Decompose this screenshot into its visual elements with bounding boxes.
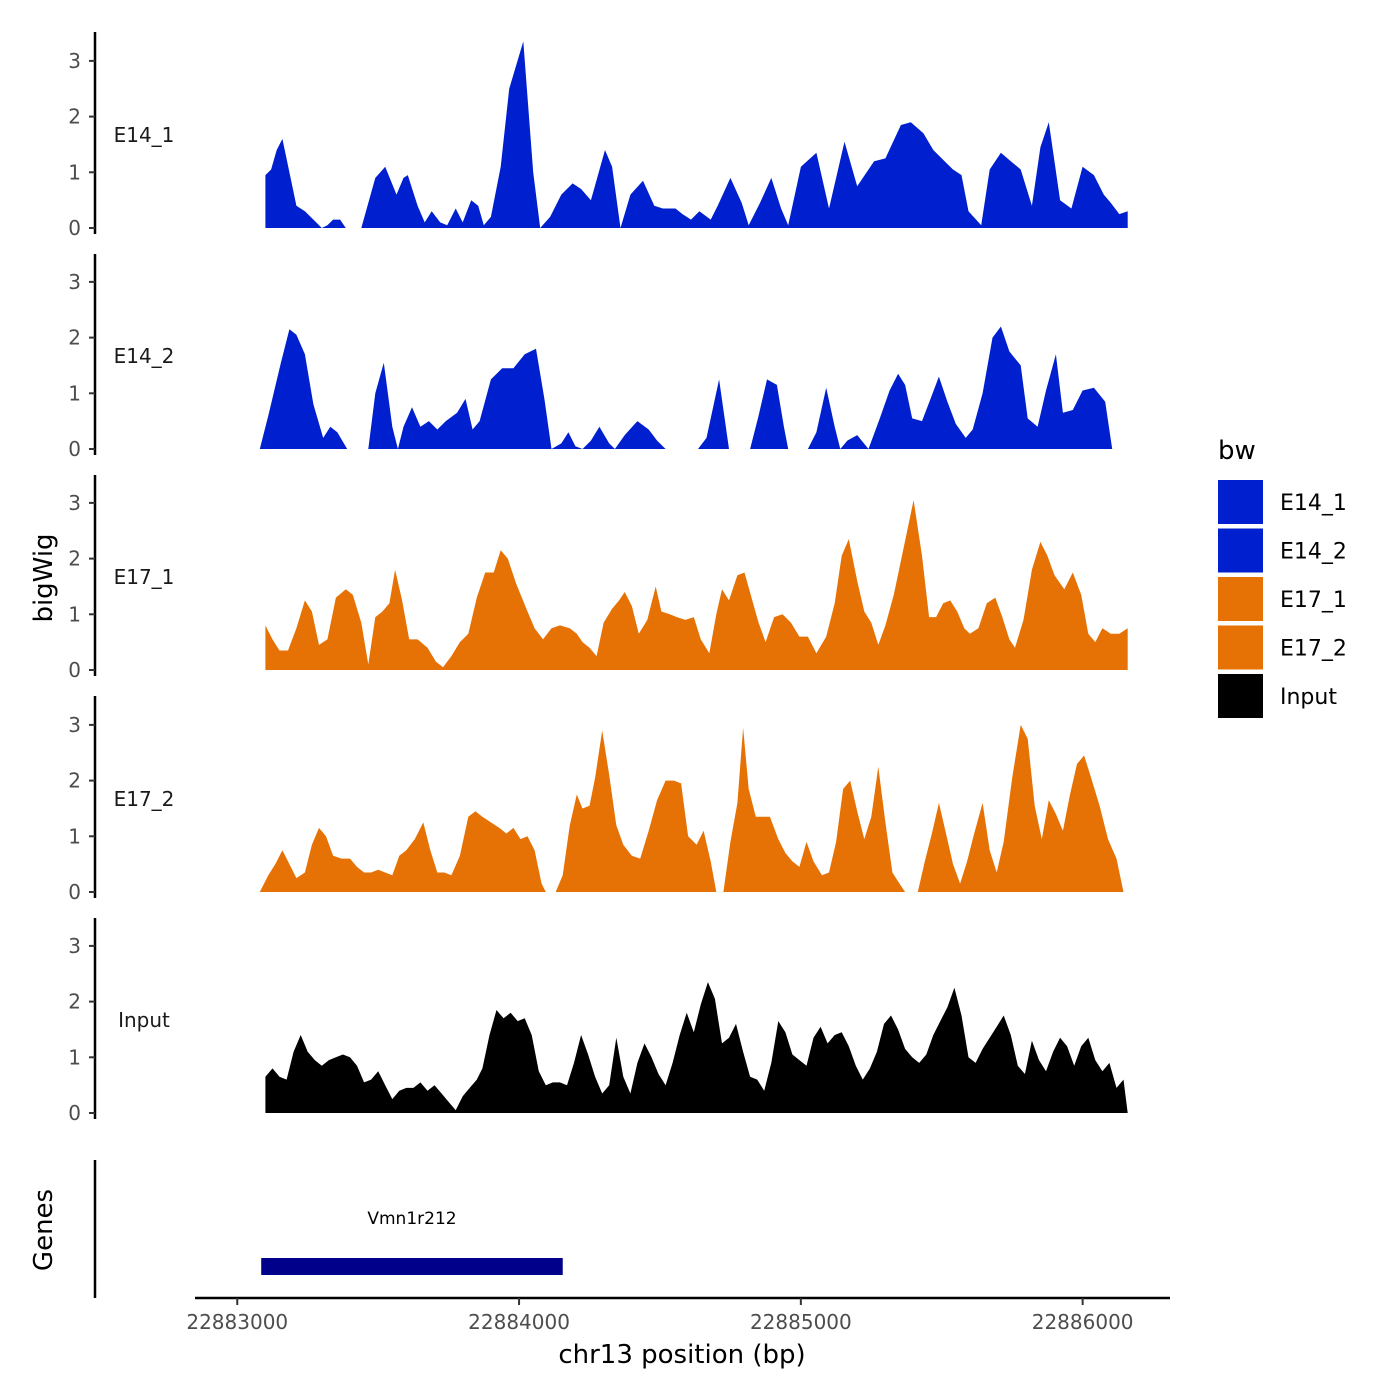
y-tick-label: 3: [68, 713, 81, 737]
y-tick-label: 1: [68, 824, 81, 848]
y-tick-label: 3: [68, 934, 81, 958]
legend-swatch: [1218, 480, 1263, 524]
y-tick-label: 2: [68, 547, 81, 571]
y-tick-label: 1: [68, 381, 81, 405]
y-tick-label: 0: [68, 658, 81, 682]
y-tick-label: 0: [68, 880, 81, 904]
track-e17-2: [259, 724, 1124, 892]
genes-layer: Vmn1r212: [261, 1209, 563, 1275]
track-e14-1: [265, 41, 1128, 229]
y-tick-label: 0: [68, 437, 81, 461]
y-tick-label: 1: [68, 602, 81, 626]
track-label: E14_2: [114, 344, 175, 368]
track-area-input: [265, 982, 1128, 1113]
x-tick-label: 22884000: [468, 1310, 570, 1334]
tracks-layer: [259, 41, 1128, 1113]
gene-label: Vmn1r212: [367, 1209, 456, 1229]
x-tick-label: 22885000: [750, 1310, 852, 1334]
legend-label: Input: [1280, 685, 1337, 710]
track-area-e17-1: [265, 500, 1128, 670]
y-tick-label: 2: [68, 990, 81, 1014]
x-axis-title: chr13 position (bp): [558, 1340, 805, 1370]
y-tick-label: 3: [68, 491, 81, 515]
track-area-e17-2: [259, 724, 1124, 892]
legend-swatch: [1218, 528, 1263, 573]
track-input: [265, 982, 1128, 1113]
legend-title: bw: [1218, 436, 1256, 466]
legend-swatch: [1218, 625, 1263, 670]
axes-layer: 0 1 2 3 E14_1 0 1 2 3 E14_2 0 1 2 3 E17_1 0 1 2 3 E17_2 0 1 2 3…: [68, 32, 1170, 1334]
y-tick-label: 3: [68, 270, 81, 294]
legend-label: E14_2: [1280, 540, 1347, 565]
track-area-e14-1: [265, 41, 1128, 229]
y-tick-label: 1: [68, 160, 81, 184]
y-tick-label: 0: [68, 216, 81, 240]
track-e17-1: [265, 500, 1128, 670]
legend-swatch: [1218, 674, 1263, 718]
legend-swatch: [1218, 577, 1263, 621]
track-label: Input: [118, 1008, 170, 1032]
legend-label: E17_2: [1280, 637, 1347, 662]
y-tick-label: 0: [68, 1101, 81, 1125]
x-tick-label: 22883000: [186, 1310, 288, 1334]
track-label: E17_1: [114, 565, 175, 589]
legend-label: E14_1: [1280, 491, 1347, 516]
track-area-e14-2: [259, 326, 1113, 449]
legend-label: E17_1: [1280, 588, 1347, 613]
y-tick-label: 2: [68, 326, 81, 350]
y-tick-label: 3: [68, 49, 81, 73]
gene-bar: [261, 1258, 563, 1275]
track-label: E14_1: [114, 123, 175, 147]
y-tick-label: 2: [68, 105, 81, 129]
x-tick-label: 22886000: [1032, 1310, 1134, 1334]
y-tick-label: 1: [68, 1045, 81, 1069]
y-tick-label: 2: [68, 769, 81, 793]
track-label: E17_2: [114, 787, 175, 811]
track-e14-2: [259, 326, 1113, 449]
legend: bw E14_1 E14_2 E17_1 E17_2 Input: [1218, 436, 1347, 718]
genes-axis-title: Genes: [29, 1189, 59, 1271]
y-axis-title: bigWig: [29, 533, 59, 622]
